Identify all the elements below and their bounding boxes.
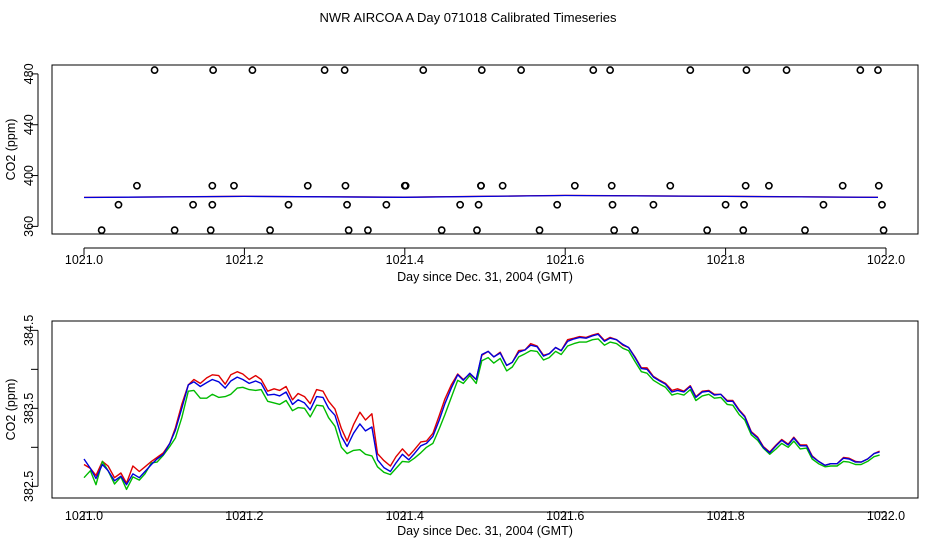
data-point	[666, 181, 675, 190]
data-point	[782, 66, 791, 74]
plot-area	[83, 332, 880, 491]
data-point	[473, 226, 481, 234]
y-tick-label: 440	[22, 114, 36, 135]
y-tick-label: 382.5	[22, 471, 36, 502]
data-point	[631, 226, 639, 234]
data-point	[477, 181, 485, 190]
x-tick-label: 1021.0	[65, 253, 103, 267]
x-tick-label: 1021.6	[546, 509, 584, 523]
data-point	[686, 66, 695, 74]
data-point	[248, 66, 257, 74]
y-tick-label: 384.5	[22, 315, 36, 346]
data-point	[150, 66, 159, 74]
bottom-panel: 1021.0 1021.2 1021.4 1021.6 1021.8 1022.0 Day …	[4, 315, 919, 538]
data-point	[838, 181, 847, 190]
data-point	[570, 181, 579, 190]
x-tick-label: 1021.8	[706, 509, 744, 523]
data-point	[456, 200, 465, 209]
y-tick-label: 383.5	[22, 393, 36, 424]
x-tick-label: 1021.8	[706, 253, 744, 267]
data-point	[266, 226, 274, 234]
data-point	[189, 200, 197, 209]
figure-title: NWR AIRCOA A Day 071018 Calibrated Times…	[320, 10, 617, 25]
data-point	[209, 66, 218, 74]
data-point	[284, 200, 293, 209]
y-axis-label: CO2 (ppm)	[4, 379, 18, 441]
data-point	[340, 66, 349, 74]
x-axis-label: Day since Dec. 31, 2004 (GMT)	[397, 270, 573, 284]
series-line-green	[83, 338, 880, 491]
data-point	[742, 66, 751, 74]
plot-frame	[51, 320, 919, 499]
x-tick-label: 1021.2	[225, 509, 263, 523]
plot-frame	[51, 64, 919, 235]
series-line-blue	[83, 194, 879, 199]
data-point	[874, 66, 882, 74]
x-tick-label: 1021.2	[225, 253, 263, 267]
y-axis-label: CO2 (ppm)	[4, 119, 18, 181]
y-tick-label: 360	[22, 216, 36, 237]
data-point	[477, 66, 486, 74]
data-point	[474, 200, 483, 209]
data-point	[819, 200, 828, 209]
data-point	[740, 200, 748, 209]
top-panel: 1021.0 1021.2 1021.4 1021.6 1021.8 1022.0 Day …	[4, 63, 919, 284]
data-point	[343, 200, 351, 209]
data-point	[606, 66, 615, 74]
x-tick-label: 1022.0	[867, 509, 905, 523]
data-point	[879, 226, 888, 234]
data-point	[382, 200, 391, 209]
data-point	[97, 226, 106, 234]
x-tick-label: 1021.6	[546, 253, 584, 267]
data-point	[206, 226, 215, 234]
data-point	[208, 200, 217, 209]
data-point	[739, 226, 748, 234]
y-tick-label: 480	[22, 63, 36, 84]
plot-area	[83, 66, 888, 234]
data-point	[419, 66, 428, 74]
data-point	[535, 226, 544, 234]
data-point	[856, 66, 865, 74]
data-point	[437, 226, 446, 234]
data-point	[741, 181, 750, 190]
data-point	[303, 181, 312, 190]
x-tick-label: 1022.0	[867, 253, 905, 267]
data-point	[364, 226, 372, 234]
y-tick-label: 400	[22, 165, 36, 186]
x-tick-label: 1021.4	[386, 509, 424, 523]
data-point	[801, 226, 809, 234]
series-line-blue	[83, 333, 880, 486]
data-point	[114, 200, 123, 209]
data-point	[344, 226, 353, 234]
data-point	[874, 181, 883, 190]
data-point	[517, 66, 525, 74]
data-point	[608, 200, 617, 209]
data-point	[230, 181, 238, 190]
data-point	[553, 200, 562, 209]
data-point	[607, 181, 616, 190]
x-axis-label: Day since Dec. 31, 2004 (GMT)	[397, 524, 573, 538]
data-point	[401, 181, 410, 190]
data-point	[589, 66, 598, 74]
data-point	[208, 181, 217, 190]
data-point	[878, 200, 886, 209]
data-point	[320, 66, 329, 74]
data-point	[765, 181, 773, 190]
data-point	[703, 226, 712, 234]
x-tick-label: 1021.4	[386, 253, 424, 267]
data-point	[649, 200, 658, 209]
data-point	[133, 181, 141, 190]
x-tick-label: 1021.0	[65, 509, 103, 523]
data-point	[170, 226, 179, 234]
data-point	[498, 181, 507, 190]
data-point	[341, 181, 350, 190]
data-point	[721, 200, 730, 209]
data-point	[610, 226, 619, 234]
